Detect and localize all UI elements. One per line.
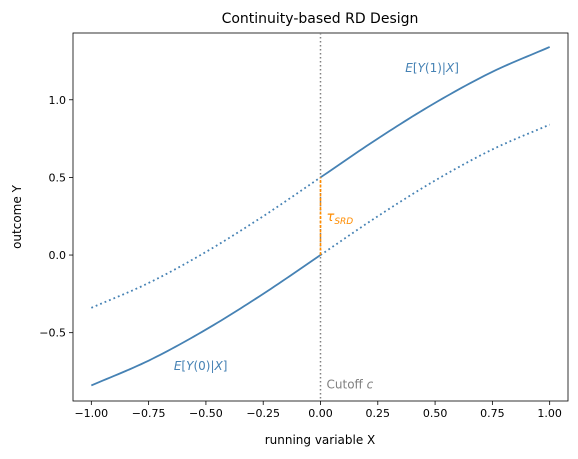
x-tick-label: 0.25 (366, 407, 391, 420)
effect-label-subscript: SRD (334, 217, 353, 227)
x-tick-label: 1.00 (537, 407, 562, 420)
ticks-layer: −1.00 −0.75 −0.50 −0.25 0.00 0.25 0.50 0.75 1.00… (39, 94, 562, 420)
x-tick-label: 0.50 (423, 407, 448, 420)
x-tick-label: −0.75 (132, 407, 166, 420)
annotation-part: (0)| (193, 359, 214, 373)
chart-title: Continuity-based RD Design (222, 11, 419, 27)
x-tick-label: −1.00 (74, 407, 108, 420)
series-1-segment-0 (90, 176, 322, 309)
series-0-segment-1 (319, 123, 551, 256)
x-axis-label-text: running variable X (265, 433, 376, 447)
cutoff-label-word: Cutoff (327, 378, 367, 392)
annotation-part: ] (454, 61, 459, 75)
x-axis-label: running variable X (265, 433, 376, 447)
y-tick-label: −0.5 (39, 327, 66, 340)
annotation-part: E (174, 359, 182, 373)
annotation-part: (1)| (425, 61, 446, 75)
x-tick-label: −0.50 (189, 407, 223, 420)
annotation-part: ] (223, 359, 228, 373)
series-1-segment-1 (319, 46, 551, 179)
y-tick-label: 0.0 (49, 249, 67, 262)
cutoff-label: Cutoff c (327, 378, 374, 392)
y-axis-label: outcome Y (10, 184, 24, 248)
effect-label-symbol: τ (327, 210, 335, 225)
series-annotation-1: E[Y(0)|X] (174, 359, 228, 373)
series-0-segment-0 (90, 254, 322, 387)
effect-label: τSRD (327, 210, 354, 227)
y-tick-label: 0.5 (49, 171, 67, 184)
series-annotation-0: E[Y(1)|X] (405, 61, 459, 75)
x-tick-label: −0.25 (246, 407, 280, 420)
x-tick-label: 0.75 (480, 407, 505, 420)
annotation-part: [ (181, 359, 186, 373)
annotation-part: Y (186, 359, 195, 373)
annotation-part: X (445, 61, 455, 75)
annotation-part: X (214, 359, 224, 373)
series-layer (90, 46, 551, 387)
x-tick-label: 0.00 (308, 407, 333, 420)
y-axis-label-text: outcome Y (10, 184, 24, 248)
cutoff-label-symbol: c (367, 378, 374, 392)
annotation-part: [ (413, 61, 418, 75)
y-tick-label: 1.0 (49, 94, 67, 107)
annotation-part: Y (418, 61, 427, 75)
annotation-part: E (405, 61, 413, 75)
